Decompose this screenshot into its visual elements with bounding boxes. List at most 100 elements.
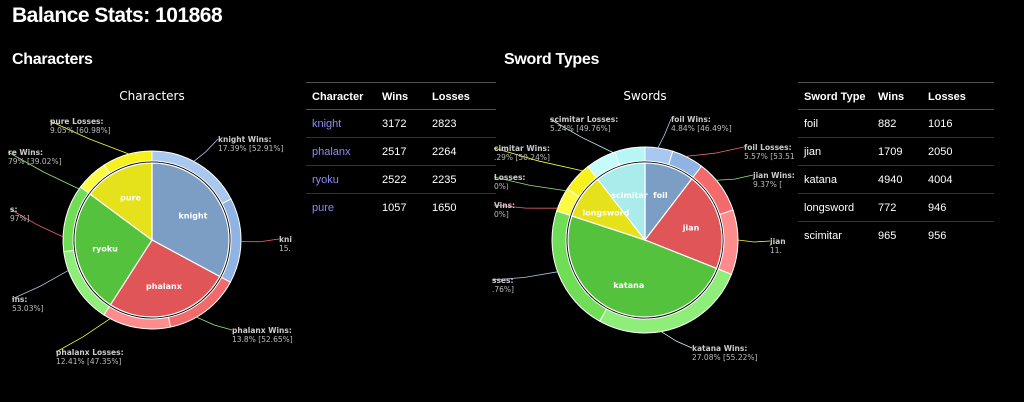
pie-slice-ryoku (74, 193, 153, 306)
callout-value: 9.05% [60.98%] (50, 126, 111, 135)
callout-value: 11. (770, 246, 782, 255)
callout-value: 15. (279, 244, 291, 253)
column-header: Losses (922, 82, 994, 110)
callout-name: jian (769, 237, 786, 246)
callout-leader-line (491, 271, 558, 281)
callout-label: foil Wins: 4.84% [46.49%] (671, 115, 732, 133)
callout-label: kni 15. (279, 235, 292, 253)
cell-sword-type: longsword (798, 193, 872, 222)
callout-label: Losses: 0%) (494, 173, 525, 191)
slice-label-scimitar: scimitar (611, 191, 648, 200)
callout-label: phalanx Wins: 13.8% [52.65%] (232, 326, 293, 344)
cell-wins: 4940 (872, 165, 922, 194)
callout-value: 9.37% [ (753, 180, 782, 189)
table-row: katana 4940 4004 (798, 165, 994, 194)
callout-name: foil Wins: (671, 115, 711, 124)
callout-leader-line (549, 118, 614, 153)
characters-pie-chart: Characters knight phalanx ryoku pure knight W… (7, 89, 293, 366)
cell-wins: 2522 (376, 165, 426, 194)
page-title: Balance Stats: 101868 (12, 4, 223, 27)
column-header: Character (306, 82, 376, 110)
character-link-phalanx[interactable]: phalanx (312, 146, 351, 158)
cell-losses: 2264 (426, 137, 496, 166)
pie-slice-scimitar (596, 162, 646, 242)
callout-value: 79% [39.02%] (8, 157, 62, 166)
character-link-pure[interactable]: pure (312, 202, 335, 214)
table-header-row: Sword Type Wins Losses (798, 82, 994, 110)
table-row: ryoku 2522 2235 (306, 165, 496, 194)
callout-leader-line (657, 118, 672, 149)
callout-label: ins: 53.03%] (12, 295, 44, 313)
callout-leader-line (716, 174, 754, 181)
callout-value: .76%] (492, 285, 514, 294)
callout-name: cimitar Wins: (494, 144, 550, 153)
sword-types-stats-table: Sword Type Wins Losses foil 882 1016 jia… (798, 82, 994, 249)
table-row: phalanx 2517 2264 (306, 137, 496, 166)
slice-label-ryoku: ryoku (92, 245, 118, 254)
callout-label: jian 11. (769, 237, 786, 255)
callout-label: knight Wins: 17.39% [52.91%] (218, 135, 284, 153)
callout-name: ins: (12, 295, 27, 304)
column-header: Losses (426, 82, 496, 110)
cell-wins: 1709 (872, 137, 922, 166)
callout-value: 5.24% [49.76%] (550, 124, 611, 133)
table-row: knight 3172 2823 (306, 109, 496, 138)
cell-character: phalanx (306, 137, 376, 166)
cell-character: pure (306, 194, 376, 222)
callout-leader-line (493, 147, 583, 172)
callout-label: cimitar Wins: .29% [50.24%] (494, 144, 550, 162)
callout-leader-line (493, 204, 558, 209)
pie-slice-knight (151, 162, 230, 278)
callout-name: s: (10, 205, 17, 214)
callout-leader-line (7, 151, 80, 190)
table-row: scimitar 965 956 (798, 222, 994, 250)
callout-name: katana Wins: (692, 344, 747, 353)
callout-label: phalanx Losses: 12.41% [47.35%] (56, 348, 124, 366)
callout-leader-line (49, 120, 130, 155)
callout-value: 4.84% [46.49%] (671, 124, 732, 133)
chart-title: Swords (623, 89, 666, 103)
pie-slice-phalanx (109, 239, 221, 318)
slice-label-foil: foil (653, 191, 668, 200)
callout-name: jian Wins: (752, 171, 795, 180)
callout-label: re Wins: 79% [39.02%] (8, 148, 62, 166)
character-link-ryoku[interactable]: ryoku (312, 174, 339, 186)
cell-character: ryoku (306, 165, 376, 194)
character-link-knight[interactable]: knight (312, 118, 342, 130)
sword-types-section-title: Sword Types (504, 51, 600, 68)
cell-losses: 2235 (426, 165, 496, 194)
pie-slice-katana (567, 215, 718, 318)
callout-value: 5.57% [53.51 (744, 152, 795, 161)
callout-label: jian Wins: 9.37% [ (752, 171, 795, 189)
callout-leader-line (11, 270, 69, 300)
callout-label: foil Losses: 5.57% [53.51 (744, 143, 795, 161)
callout-value: 17.39% [52.91%] (218, 144, 284, 153)
callout-name: sses: (492, 276, 513, 285)
pie-slice-jian (644, 178, 723, 270)
outer-slice-pure-losses (103, 150, 153, 175)
callout-value: 97%] (10, 214, 30, 223)
callout-name: pure Losses: (50, 117, 104, 126)
callout-name: foil Losses: (744, 143, 792, 152)
callout-label: sses: .76%] (492, 276, 514, 294)
callout-label: Vins: 0%] (494, 201, 515, 219)
cell-losses: 4004 (922, 165, 994, 194)
callout-value: .29% [50.24%] (494, 153, 550, 162)
callout-name: knight Wins: (218, 135, 271, 144)
callout-label: pure Losses: 9.05% [60.98%] (50, 117, 111, 135)
callout-value: 0%] (494, 210, 509, 219)
callout-leader-line (55, 318, 111, 353)
callout-name: phalanx Wins: (232, 326, 292, 335)
outer-slice-scimitar-losses (614, 146, 646, 166)
callout-name: scimitar Losses: (550, 115, 618, 124)
table-header-row: Character Wins Losses (306, 82, 496, 110)
cell-losses: 1016 (922, 109, 994, 138)
slice-label-longsword: longsword (582, 209, 629, 218)
cell-losses: 956 (928, 230, 947, 242)
callout-leader-line (685, 146, 745, 157)
cell-wins: 772 (872, 193, 922, 222)
column-header: Wins (376, 82, 426, 110)
slice-label-knight: knight (178, 212, 207, 221)
swords-pie-chart: Swords foil jian katana longsword scimitar foi… (491, 89, 795, 362)
cell-sword-type: jian (798, 137, 872, 166)
